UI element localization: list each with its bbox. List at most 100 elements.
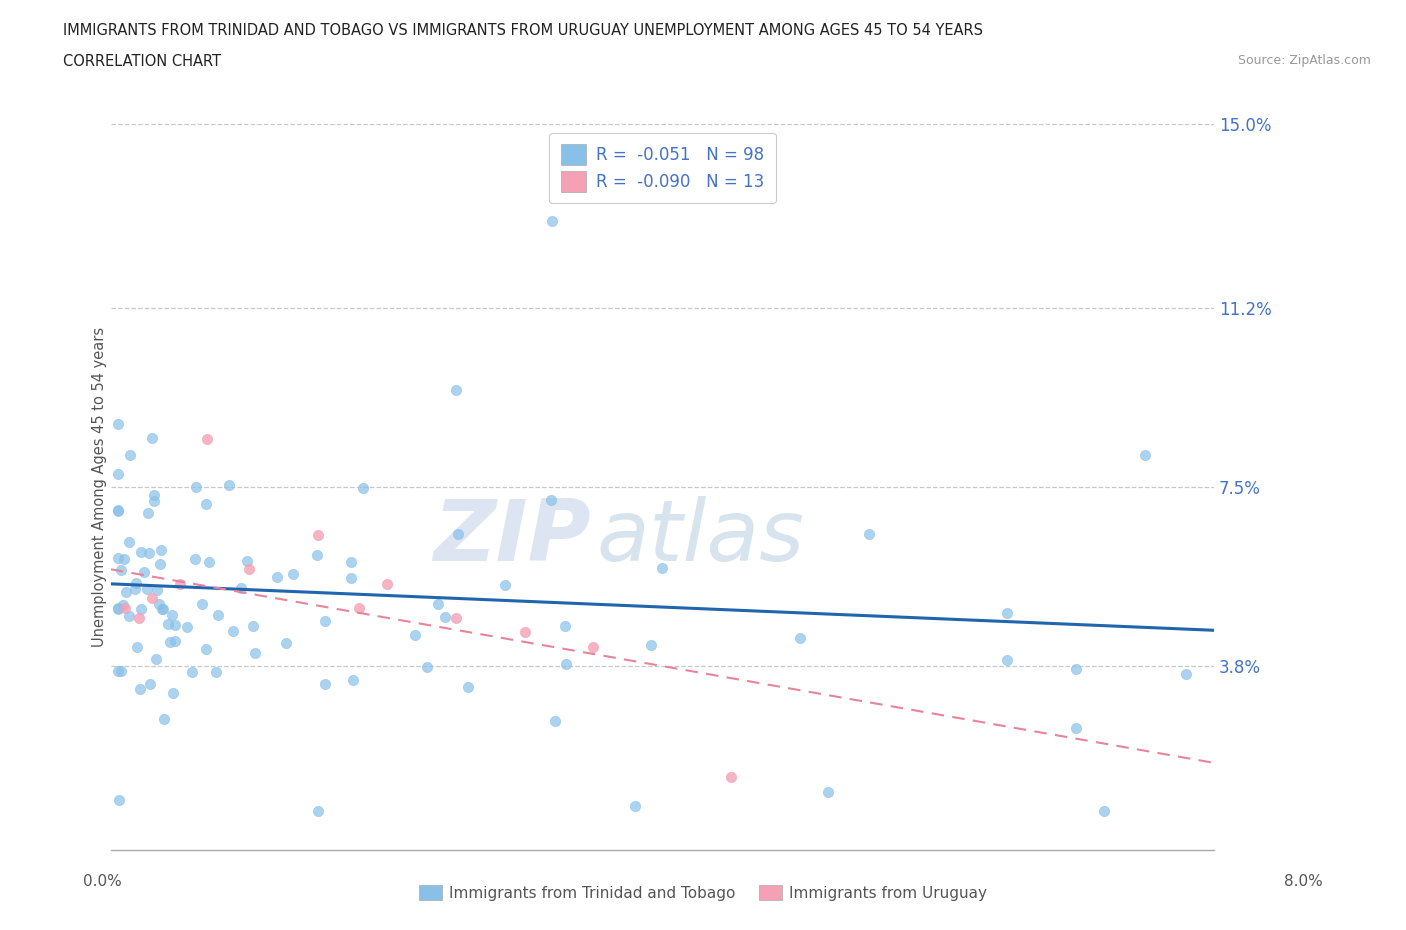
Text: 0.0%: 0.0% xyxy=(83,874,122,889)
Point xyxy=(352,480,374,495)
Point xyxy=(142,487,165,502)
Point xyxy=(513,625,536,640)
Point xyxy=(347,601,370,616)
Point xyxy=(243,645,266,660)
Point xyxy=(107,602,129,617)
Y-axis label: Unemployment Among Ages 45 to 54 years: Unemployment Among Ages 45 to 54 years xyxy=(93,327,107,647)
Point xyxy=(159,634,181,649)
Point xyxy=(426,597,449,612)
Text: Source: ZipAtlas.com: Source: ZipAtlas.com xyxy=(1237,54,1371,67)
Point xyxy=(176,619,198,634)
Point xyxy=(582,639,605,654)
Point xyxy=(141,591,163,605)
Point xyxy=(242,619,264,634)
Point xyxy=(340,571,363,586)
Point xyxy=(274,635,297,650)
Point xyxy=(124,582,146,597)
Point xyxy=(169,577,191,591)
Point xyxy=(624,799,647,814)
Legend: Immigrants from Trinidad and Tobago, Immigrants from Uruguay: Immigrants from Trinidad and Tobago, Imm… xyxy=(411,877,995,909)
Point xyxy=(995,605,1018,620)
Point xyxy=(415,659,437,674)
Point xyxy=(640,638,662,653)
Point xyxy=(120,447,142,462)
Point xyxy=(342,672,364,687)
Point xyxy=(152,602,174,617)
Point xyxy=(1064,720,1087,735)
Point xyxy=(339,554,361,569)
Point xyxy=(107,664,129,679)
Point xyxy=(314,676,336,691)
Point xyxy=(195,642,218,657)
Point xyxy=(184,479,207,494)
Point xyxy=(160,607,183,622)
Point xyxy=(125,576,148,591)
Point xyxy=(110,563,132,578)
Text: CORRELATION CHART: CORRELATION CHART xyxy=(63,54,221,69)
Point xyxy=(314,614,336,629)
Legend: R =  -0.051   N = 98, R =  -0.090   N = 13: R = -0.051 N = 98, R = -0.090 N = 13 xyxy=(550,133,776,204)
Point xyxy=(157,617,180,631)
Point xyxy=(281,566,304,581)
Text: IMMIGRANTS FROM TRINIDAD AND TOBAGO VS IMMIGRANTS FROM URUGUAY UNEMPLOYMENT AMON: IMMIGRANTS FROM TRINIDAD AND TOBAGO VS I… xyxy=(63,23,983,38)
Point xyxy=(307,804,329,818)
Point xyxy=(145,582,167,597)
Point xyxy=(195,497,218,512)
Point xyxy=(128,610,150,625)
Point xyxy=(125,639,148,654)
Point xyxy=(307,547,329,562)
Point xyxy=(817,784,839,799)
Point xyxy=(149,556,172,571)
Point xyxy=(307,528,329,543)
Point xyxy=(150,602,173,617)
Point xyxy=(555,657,578,671)
Point xyxy=(540,493,562,508)
Point xyxy=(107,503,129,518)
Point xyxy=(107,417,129,432)
Point xyxy=(197,432,219,446)
Text: 8.0%: 8.0% xyxy=(1284,874,1323,889)
Point xyxy=(184,551,207,566)
Point xyxy=(444,610,467,625)
Point xyxy=(162,685,184,700)
Point xyxy=(143,494,166,509)
Point xyxy=(554,618,576,633)
Point xyxy=(218,477,240,492)
Point xyxy=(149,542,172,557)
Point xyxy=(494,578,516,592)
Point xyxy=(651,561,673,576)
Point xyxy=(266,570,288,585)
Point xyxy=(145,651,167,666)
Point xyxy=(1133,448,1156,463)
Point xyxy=(129,602,152,617)
Point xyxy=(153,711,176,726)
Point xyxy=(541,214,564,229)
Point xyxy=(141,431,163,445)
Point xyxy=(457,680,479,695)
Text: atlas: atlas xyxy=(596,497,804,579)
Point xyxy=(111,597,134,612)
Text: ZIP: ZIP xyxy=(433,497,591,579)
Point xyxy=(433,610,456,625)
Point xyxy=(132,565,155,579)
Point xyxy=(180,664,202,679)
Point xyxy=(107,551,129,565)
Point xyxy=(404,628,426,643)
Point xyxy=(138,546,160,561)
Point xyxy=(444,383,467,398)
Point xyxy=(236,553,259,568)
Point xyxy=(447,527,470,542)
Point xyxy=(114,601,136,616)
Point xyxy=(204,665,226,680)
Point xyxy=(118,608,141,623)
Point xyxy=(207,607,229,622)
Point xyxy=(375,577,398,591)
Point xyxy=(129,545,152,560)
Point xyxy=(198,554,221,569)
Point xyxy=(789,631,811,645)
Point xyxy=(163,633,186,648)
Point xyxy=(135,582,157,597)
Point xyxy=(129,681,152,696)
Point xyxy=(238,562,260,577)
Point xyxy=(163,618,186,632)
